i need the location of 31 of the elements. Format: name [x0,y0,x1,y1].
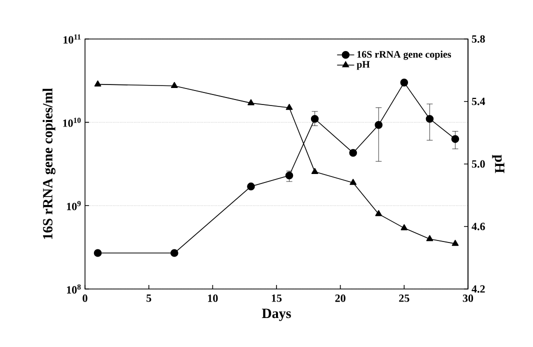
y-tick-label: 10$^{9}$ [67,201,81,210]
point [426,114,434,123]
point [247,182,255,190]
legend-label: 16S rRNA gene copies [357,50,452,60]
y2-tick-label: 5.4 [472,98,486,106]
legend-label: pH [356,61,370,70]
x-tick-label: 20 [335,294,346,302]
y-tick-label: 10$^{8}$ [67,284,81,294]
y-tick-label: 10$^{10}$ [63,118,81,127]
x-tick-label: 5 [146,294,152,302]
x-tick-label: 30 [462,294,474,302]
point [349,148,357,157]
y2-tick-label: 4.2 [472,285,485,293]
y2-tick-label: 5.0 [472,160,485,168]
x-axis-title: Days [262,308,291,321]
y2-tick-label: 5.8 [472,35,485,43]
y2-tick-label: 4.6 [472,222,485,230]
point [374,121,383,129]
y2-axis-title: pH [492,154,504,174]
y-axis-title: 16S rRNA gene copies/ml [42,88,56,239]
point [170,249,178,257]
x-tick-label: 15 [272,294,282,302]
point [285,172,294,180]
point [310,114,319,123]
point [400,78,408,86]
point [451,135,460,143]
point [94,249,102,257]
y-tick-label: 10$^{11}$ [64,34,81,44]
x-tick-label: 10 [208,294,218,302]
x-tick-label: 0 [82,294,88,302]
x-tick-label: 25 [399,294,410,302]
